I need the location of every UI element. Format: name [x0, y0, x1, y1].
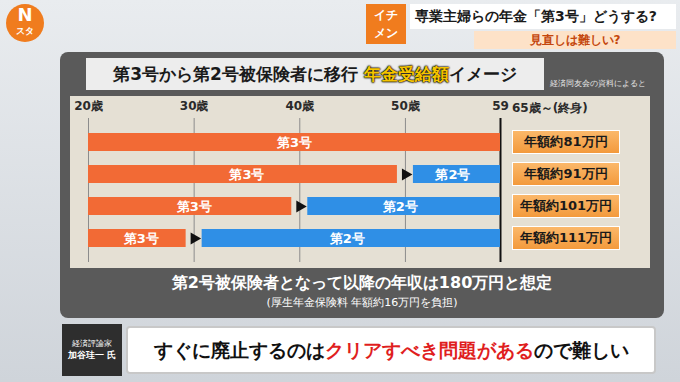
- svg-text:20歳: 20歳: [74, 99, 103, 113]
- svg-text:第2号: 第2号: [382, 199, 418, 214]
- html-text:メン: メン: [374, 26, 398, 40]
- html-text:第2号被保険者となって以降の年収は180万円と想定: 第2号被保険者となって以降の年収は180万円と想定: [171, 273, 553, 292]
- html-text:加谷珪一 氏: 加谷珪一 氏: [67, 350, 117, 360]
- html-text:経済評論家: 経済評論家: [72, 339, 112, 348]
- html-text:65歳～(終身): 65歳～(終身): [512, 101, 588, 115]
- html-text:年額約81万円: 年額約81万円: [524, 134, 608, 149]
- html-text:N: N: [17, 4, 33, 25]
- html-text:スタ: スタ: [16, 26, 34, 36]
- html-text:年額約111万円: 年額約111万円: [519, 230, 613, 245]
- svg-text:第2号: 第2号: [434, 167, 470, 182]
- html-text:経済同友会の資料によると: 経済同友会の資料によると: [550, 79, 646, 88]
- html-text:専業主婦らの年金「第3号」どうする?: 専業主婦らの年金「第3号」どうする?: [415, 8, 657, 24]
- svg-text:30歳: 30歳: [180, 99, 209, 113]
- html-text:すぐに廃止するのはクリアすべき問題があるので難しい: すぐに廃止するのはクリアすべき問題があるので難しい: [153, 339, 629, 361]
- html-text:見直しは難しい?: 見直しは難しい?: [529, 33, 621, 47]
- html-text:年額約91万円: 年額約91万円: [524, 166, 608, 181]
- svg-text:50歳: 50歳: [391, 99, 420, 113]
- svg-text:59: 59: [492, 99, 509, 113]
- html-text:年額約101万円: 年額約101万円: [519, 198, 613, 213]
- svg-text:40歳: 40歳: [285, 99, 314, 113]
- html-text:(厚生年金保険料 年額約16万円を負担): (厚生年金保険料 年額約16万円を負担): [266, 296, 458, 309]
- svg-text:第3号: 第3号: [276, 135, 312, 150]
- svg-text:第2号: 第2号: [329, 231, 365, 246]
- svg-text:第3号: 第3号: [228, 167, 264, 182]
- svg-text:第3号: 第3号: [123, 231, 159, 246]
- svg-text:第3号: 第3号: [176, 199, 212, 214]
- html-text:第3号から第2号被保険者に移行年金受給額イメージ: 第3号から第2号被保険者に移行年金受給額イメージ: [113, 64, 517, 84]
- html-text:イチ: イチ: [374, 8, 398, 22]
